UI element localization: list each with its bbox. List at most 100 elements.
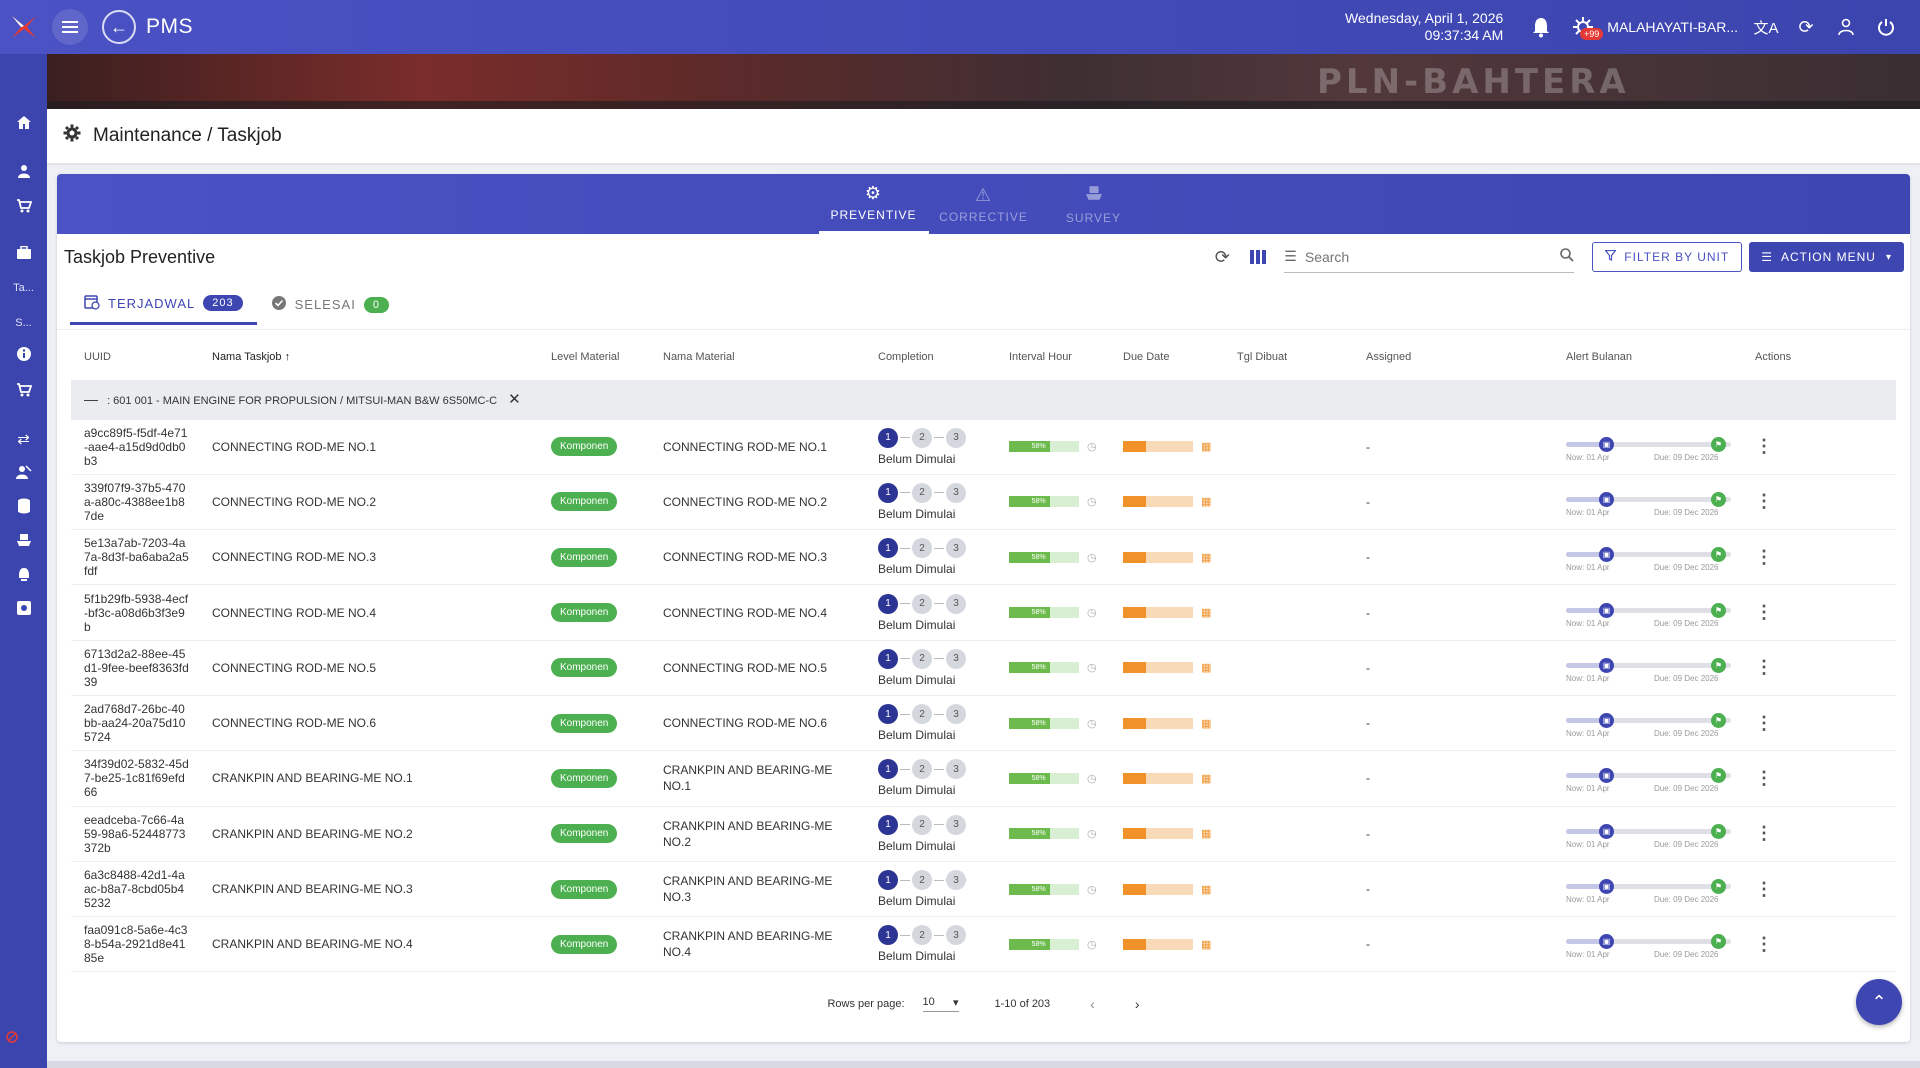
interval-cell: 58% ◷ xyxy=(996,861,1110,918)
table-row[interactable]: 6713d2a2-88ee-45d1-9fee-beef8363fd39 CONN… xyxy=(71,640,1896,696)
actions-cell: ⋮ xyxy=(1742,474,1896,531)
alert-cell: ▣ ⚑ Now: 01 Apr Due: 09 Dec 2026 xyxy=(1553,916,1742,973)
app-logo[interactable] xyxy=(0,0,48,54)
table-row[interactable]: a9cc89f5-f5df-4e71-aae4-a15d9d0db0b3 CONN… xyxy=(71,419,1896,475)
settings-box-icon[interactable] xyxy=(0,600,47,616)
completion-cell: 1 2 3 Belum Dimulai xyxy=(865,474,996,531)
table-row[interactable]: 5e13a7ab-7203-4a7a-8d3f-ba6aba2a5fdf CONN… xyxy=(71,529,1896,586)
tab-corrective[interactable]: ⚠ CORRECTIVE xyxy=(929,174,1039,234)
next-page-icon[interactable]: › xyxy=(1134,996,1140,1012)
more-vert-icon[interactable]: ⋮ xyxy=(1755,657,1773,678)
due-progress-bar xyxy=(1123,828,1193,840)
search-input[interactable] xyxy=(1304,248,1561,265)
user-icon[interactable] xyxy=(1826,0,1866,54)
breadcrumb: Maintenance / Taskjob xyxy=(93,125,282,146)
refresh-icon[interactable]: ⟳ xyxy=(1798,16,1814,37)
scroll-top-button[interactable]: ⌃ xyxy=(1856,979,1902,1025)
refresh-icon[interactable]: ⟳ xyxy=(1214,246,1230,267)
step-1: 1 xyxy=(878,870,898,891)
arrow-left-icon: ← xyxy=(110,16,128,37)
more-vert-icon[interactable]: ⋮ xyxy=(1755,436,1773,457)
subtab-selesai[interactable]: SELESAI 0 xyxy=(257,285,403,325)
flag-icon: ⚑ xyxy=(1711,934,1726,950)
bell-icon[interactable] xyxy=(1521,0,1561,54)
rows-per-page-select[interactable]: 10 ▾ xyxy=(922,996,959,1012)
more-vert-icon[interactable]: ⋮ xyxy=(1755,878,1773,899)
completion-cell: 1 2 3 Belum Dimulai xyxy=(865,861,996,918)
table-row[interactable]: 2ad768d7-26bc-40bb-aa24-20a75d105724 CONN… xyxy=(71,695,1896,752)
back-button[interactable]: ← xyxy=(102,10,136,44)
columns-icon[interactable] xyxy=(1240,240,1276,274)
alarm-icon[interactable] xyxy=(0,566,47,582)
interval-progress-bar: 58% xyxy=(1009,551,1079,563)
database-icon[interactable] xyxy=(0,498,47,514)
col-assigned[interactable]: Assigned xyxy=(1366,351,1412,363)
subtab-terjadwal[interactable]: TERJADWAL 203 xyxy=(70,285,257,325)
filter-by-unit-button[interactable]: FILTER BY UNIT xyxy=(1592,242,1743,272)
tab-preventive[interactable]: ⚙ PREVENTIVE xyxy=(818,174,929,234)
table-row[interactable]: 6a3c8488-42d1-4aac-b8a7-8cbd05b45232 CRAN… xyxy=(71,861,1896,918)
due-cell: ▦ xyxy=(1110,419,1224,475)
col-uuid[interactable]: UUID xyxy=(84,351,111,363)
col-tgl-dibuat[interactable]: Tgl Dibuat xyxy=(1237,351,1288,363)
col-nama-material[interactable]: Nama Material xyxy=(663,351,735,363)
col-alert-bulanan[interactable]: Alert Bulanan xyxy=(1566,351,1633,363)
close-icon[interactable]: ✕ xyxy=(508,391,521,409)
table-row[interactable]: 5f1b29fb-5938-4ecf-bf3c-a08d6b3f3e9b CONN… xyxy=(71,584,1896,641)
alert-cell: ▣ ⚑ Now: 01 Apr Due: 09 Dec 2026 xyxy=(1553,584,1742,641)
due-cell: ▦ xyxy=(1110,474,1224,531)
table-row[interactable]: faa091c8-5a6e-4c38-b54a-2921d8e4185e CRAN… xyxy=(71,916,1896,973)
table-row[interactable]: 34f39d02-5832-45d7-be25-1c81f69efd66 CRAN… xyxy=(71,750,1896,807)
uuid-cell: a9cc89f5-f5df-4e71-aae4-a15d9d0db0b3 xyxy=(71,419,199,475)
clock-icon: ◷ xyxy=(1087,828,1097,841)
info-icon[interactable] xyxy=(0,346,47,362)
vessel-settings-icon[interactable]: +99 xyxy=(1561,0,1605,54)
sidebar-item-ta[interactable]: Ta... xyxy=(13,282,34,294)
action-menu-button[interactable]: ☰ ACTION MENU ▾ xyxy=(1749,242,1904,272)
home-icon[interactable] xyxy=(0,114,47,130)
col-nama-taskjob[interactable]: Nama Taskjob ↑ xyxy=(199,334,538,380)
interval-fill: 58% xyxy=(1009,441,1050,453)
vessel-name[interactable]: MALAHAYATI-BAR... xyxy=(1607,19,1738,35)
assigned-cell: - xyxy=(1353,695,1553,752)
ship-icon[interactable] xyxy=(0,532,47,548)
prev-page-icon[interactable]: ‹ xyxy=(1090,996,1095,1012)
col-interval-hour[interactable]: Interval Hour xyxy=(1009,351,1072,363)
cart-icon[interactable] xyxy=(0,382,47,398)
transfer-icon[interactable]: ⇄ xyxy=(17,431,30,448)
material-name: CRANKPIN AND BEARING-ME NO.4 xyxy=(650,916,865,973)
more-vert-icon[interactable]: ⋮ xyxy=(1755,602,1773,623)
col-actions: Actions xyxy=(1755,351,1792,363)
more-vert-icon[interactable]: ⋮ xyxy=(1755,712,1773,733)
more-vert-icon[interactable]: ⋮ xyxy=(1755,823,1773,844)
power-icon[interactable] xyxy=(1866,0,1906,54)
table-row[interactable]: eeadceba-7c66-4a59-98a6-52448773372b CRAN… xyxy=(71,806,1896,862)
more-vert-icon[interactable]: ⋮ xyxy=(1755,767,1773,788)
briefcase-icon[interactable] xyxy=(0,246,47,260)
tab-survey[interactable]: SURVEY xyxy=(1039,174,1149,234)
more-vert-icon[interactable]: ⋮ xyxy=(1755,546,1773,567)
crew-icon[interactable] xyxy=(0,464,47,480)
cart-icon[interactable] xyxy=(0,198,47,214)
person-icon[interactable] xyxy=(0,164,47,178)
table-row[interactable]: 339f07f9-37b5-470a-a80c-4388ee1b87de CONN… xyxy=(71,474,1896,531)
collapse-icon[interactable]: — xyxy=(84,391,98,408)
col-due-date[interactable]: Due Date xyxy=(1123,351,1170,363)
now-marker-icon: ▣ xyxy=(1599,713,1614,729)
due-label: Due: 09 Dec 2026 xyxy=(1654,950,1719,960)
col-level-material[interactable]: Level Material xyxy=(551,351,620,363)
menu-icon[interactable] xyxy=(52,9,88,45)
more-vert-icon[interactable]: ⋮ xyxy=(1755,933,1773,954)
step-3: 3 xyxy=(946,593,966,614)
sidebar-item-s[interactable]: S... xyxy=(15,317,32,329)
col-completion[interactable]: Completion xyxy=(878,351,934,363)
translate-icon[interactable]: 文A xyxy=(1753,19,1779,37)
clock-icon: ◷ xyxy=(1087,938,1097,951)
taskjob-name: CONNECTING ROD-ME NO.4 xyxy=(199,584,538,641)
more-vert-icon[interactable]: ⋮ xyxy=(1755,491,1773,512)
level-cell: Komponen xyxy=(538,806,650,862)
search-icon[interactable] xyxy=(1560,247,1574,266)
completion-status: Belum Dimulai xyxy=(878,783,956,798)
